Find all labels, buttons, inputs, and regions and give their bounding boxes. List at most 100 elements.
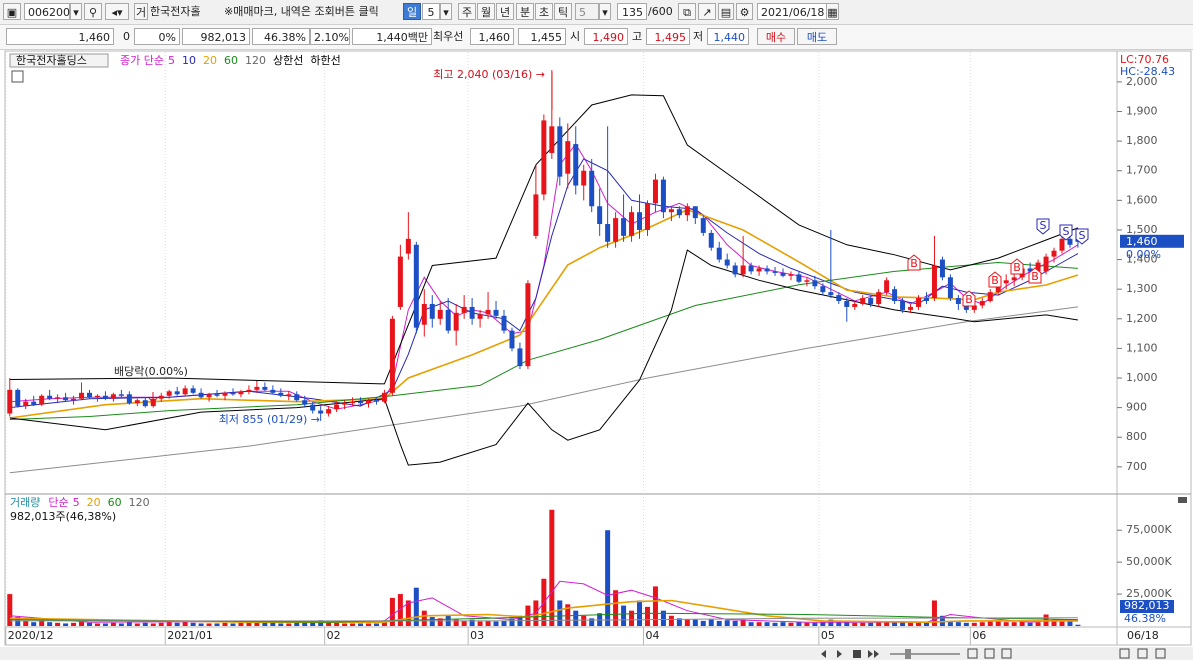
- last-price-label: 1,460: [1126, 235, 1158, 248]
- calendar-button[interactable]: ▦: [826, 3, 839, 20]
- volume-bar: [413, 587, 419, 626]
- settings-button[interactable]: ⚙: [736, 3, 753, 20]
- minute-value[interactable]: 5: [575, 3, 599, 20]
- x-tick-label: 05: [821, 629, 835, 642]
- scroll-left[interactable]: [821, 650, 826, 658]
- volume-bar: [350, 623, 356, 626]
- candle-body: [836, 295, 842, 302]
- sound-button[interactable]: ◂▾: [105, 3, 129, 20]
- hc-label: HC:-28.43: [1120, 65, 1175, 78]
- volume-bar: [142, 622, 148, 626]
- candle-body: [134, 400, 140, 404]
- y-tick-label: 50,000K: [1126, 555, 1172, 568]
- minute-dropdown[interactable]: ▾: [599, 3, 611, 20]
- x-tick-label: 02: [327, 629, 341, 642]
- volume-bar: [39, 618, 45, 626]
- candle-body: [230, 392, 236, 395]
- volume-bar: [421, 610, 427, 626]
- legend-entry: 120: [245, 54, 266, 67]
- code-dropdown[interactable]: ▾: [70, 3, 82, 20]
- candle-body: [214, 394, 220, 396]
- candle-body: [573, 144, 579, 186]
- period-tick[interactable]: 틱: [554, 3, 572, 20]
- candle-body: [389, 318, 395, 393]
- quote-open-label: 시: [570, 30, 581, 43]
- tool-icon[interactable]: [1137, 648, 1148, 659]
- candle-body: [788, 274, 794, 276]
- tool-button[interactable]: ↗: [698, 3, 716, 20]
- candle-body: [174, 391, 180, 395]
- volume-bar: [71, 622, 77, 626]
- ma-line: [9, 617, 1078, 622]
- quote-turnover: 2.10%: [310, 28, 350, 45]
- tool-button[interactable]: ⧉: [678, 3, 696, 20]
- candle-body: [923, 298, 929, 302]
- period-week[interactable]: 주: [458, 3, 476, 20]
- scroll-right[interactable]: [837, 650, 842, 658]
- x-tick-label: 2021/01: [167, 629, 213, 642]
- volume-bar: [118, 623, 124, 626]
- tool-icon[interactable]: [1155, 648, 1166, 659]
- volume-bar: [126, 622, 132, 626]
- save-button[interactable]: ▤: [718, 3, 734, 20]
- grid-icon[interactable]: [11, 70, 24, 83]
- candle-body: [142, 400, 148, 407]
- zoom-thumb[interactable]: [905, 649, 911, 659]
- period-dropdown[interactable]: ▾: [440, 3, 452, 20]
- candle-body: [246, 389, 252, 392]
- candle-body: [437, 309, 443, 319]
- signal-label: S: [1040, 219, 1047, 232]
- x-tick-label: 03: [470, 629, 484, 642]
- volume-bar: [7, 594, 13, 626]
- candle-body: [987, 292, 993, 302]
- candle-body: [294, 394, 300, 401]
- candle-body: [453, 312, 459, 331]
- signal-marker: [1010, 258, 1024, 275]
- period-month[interactable]: 월: [477, 3, 495, 20]
- volume-bar: [1011, 622, 1017, 626]
- panel-button[interactable]: [1178, 497, 1187, 503]
- candle-body: [756, 268, 762, 272]
- candle-body: [613, 218, 619, 242]
- candle-body: [501, 315, 507, 331]
- buy-button[interactable]: 매수: [757, 28, 795, 45]
- volume-bar: [214, 623, 220, 626]
- period-value[interactable]: 5: [422, 3, 440, 20]
- period-second[interactable]: 초: [535, 3, 553, 20]
- ex-dividend-annotation: 배당락(0.00%): [114, 365, 188, 378]
- signal-marker: [988, 271, 1002, 288]
- period-minute[interactable]: 분: [516, 3, 534, 20]
- x-tick-label: 06: [972, 629, 986, 642]
- volume-bar: [979, 622, 985, 626]
- volume-bar: [47, 622, 53, 626]
- volume-bar: [174, 622, 180, 626]
- sell-button[interactable]: 매도: [797, 28, 837, 45]
- tool-icon[interactable]: [1119, 648, 1130, 659]
- period-year[interactable]: 년: [496, 3, 514, 20]
- signal-marker: [962, 290, 976, 307]
- volume-bar: [206, 623, 212, 626]
- period-day[interactable]: 일: [403, 3, 421, 20]
- volume-bar: [110, 622, 116, 626]
- code-input[interactable]: 006200: [24, 3, 70, 20]
- tool-icon[interactable]: [1001, 648, 1012, 659]
- tool-icon[interactable]: [984, 648, 995, 659]
- volume-bar: [724, 620, 730, 626]
- volume-bar: [389, 597, 395, 626]
- volume-bar: [222, 622, 228, 626]
- legend-title-box[interactable]: [9, 53, 109, 68]
- scroll-end[interactable]: [868, 650, 879, 658]
- search-button[interactable]: ⚲: [84, 3, 102, 20]
- ma-line: [9, 580, 1078, 623]
- plot-area: 2020/12 2021/01 02 03 04 05 06 2,000 1,900 1,800 1…: [5, 52, 1172, 645]
- menu-button[interactable]: ▣: [3, 3, 21, 20]
- candle-body: [828, 292, 834, 296]
- date-input[interactable]: 2021/06/18: [757, 3, 827, 20]
- scroll-stop[interactable]: [853, 650, 861, 658]
- tool-icon[interactable]: [967, 648, 978, 659]
- type-button[interactable]: 거: [134, 3, 148, 20]
- volume-bar: [318, 620, 324, 626]
- count-input[interactable]: 135: [617, 3, 647, 20]
- scrollbar[interactable]: [0, 647, 1193, 660]
